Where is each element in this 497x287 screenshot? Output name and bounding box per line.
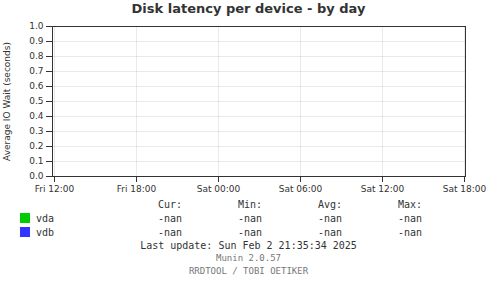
svg-text:0.7: 0.7 (29, 66, 43, 76)
svg-text:Fri 12:00: Fri 12:00 (35, 184, 75, 194)
svg-text:Sat 12:00: Sat 12:00 (361, 184, 405, 194)
svg-text:0.4: 0.4 (29, 111, 44, 121)
svg-text:1.0: 1.0 (29, 21, 44, 31)
svg-text:0.1: 0.1 (29, 156, 43, 166)
svg-text:0.8: 0.8 (29, 51, 44, 61)
svg-text:0.0: 0.0 (29, 171, 44, 181)
svg-text:Fri 18:00: Fri 18:00 (117, 184, 157, 194)
svg-text:0.3: 0.3 (29, 126, 43, 136)
svg-text:0.2: 0.2 (29, 141, 43, 151)
html-text:-nan: -nan (238, 213, 262, 224)
html-text:-nan: -nan (158, 227, 182, 238)
html-text:vdb: vdb (36, 227, 55, 238)
svg-text:Sat 00:00: Sat 00:00 (197, 184, 241, 194)
html-text:Munin 2.0.57: Munin 2.0.57 (216, 253, 281, 263)
html-text:-nan: -nan (238, 227, 262, 238)
svg-text:0.9: 0.9 (29, 36, 44, 46)
svg-text:0.6: 0.6 (29, 81, 44, 91)
html-text:Min:: Min: (238, 199, 262, 210)
html-text:Max:: Max: (398, 199, 422, 210)
svg-text:Sat 18:00: Sat 18:00 (443, 184, 487, 194)
svg-text:0.5: 0.5 (29, 96, 43, 106)
html-text:Last update: Sun Feb 2 21:35:3: Last update: Sun Feb 2 21:35:34 2025 (140, 240, 357, 251)
html-text:Cur:: Cur: (158, 199, 182, 210)
svg-text:Sat 06:00: Sat 06:00 (279, 184, 323, 194)
html-text:Disk latency per device - by d: Disk latency per device - by day (131, 1, 366, 16)
html-text:-nan: -nan (158, 213, 182, 224)
html-text:-nan: -nan (398, 213, 422, 224)
html-text:-nan: -nan (318, 213, 342, 224)
html-text:-nan: -nan (318, 227, 342, 238)
html-text:RRDTOOL / TOBI OETIKER: RRDTOOL / TOBI OETIKER (188, 266, 309, 276)
svg-text:Average IO Wait (seconds): Average IO Wait (seconds) (2, 42, 12, 161)
html-text:vda: vda (36, 213, 55, 224)
html-text:-nan: -nan (398, 227, 422, 238)
html-text:Avg:: Avg: (318, 199, 342, 210)
